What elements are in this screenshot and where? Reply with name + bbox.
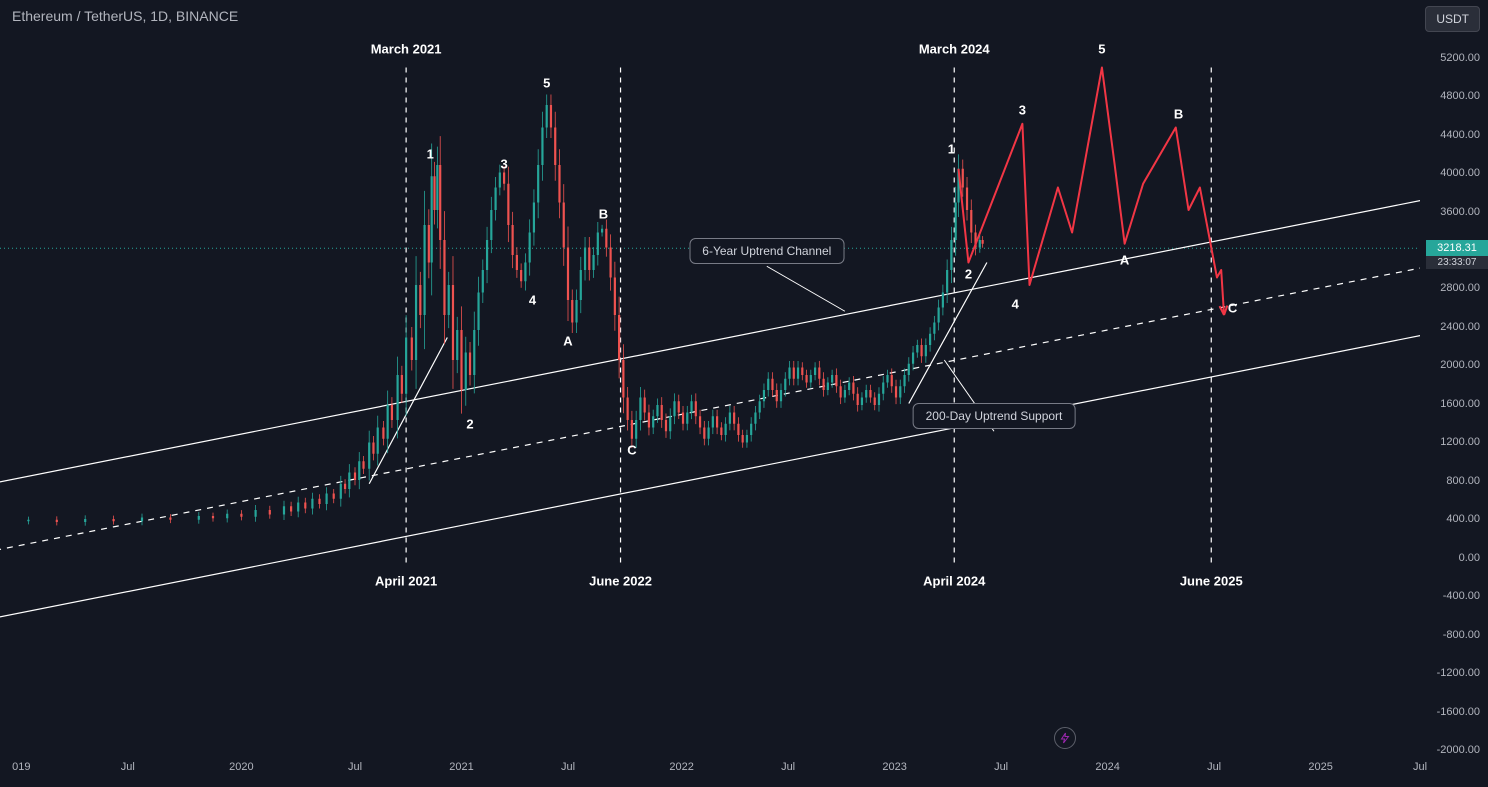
y-tick: -2000.00: [1437, 744, 1480, 756]
x-tick: 2023: [882, 761, 906, 773]
chart-area[interactable]: [0, 0, 1420, 750]
y-tick: 0.00: [1459, 552, 1480, 564]
countdown-badge: 23:33:07: [1426, 256, 1488, 269]
wave-label: A: [1120, 253, 1129, 268]
x-axis: 019 Jul 2020 Jul 2021 Jul 2022 Jul 2023 Jul 2024 Ju…: [0, 750, 1420, 787]
x-tick: Jul: [1207, 761, 1221, 773]
wave-label: 5: [543, 75, 550, 90]
date-marker-label: April 2021: [375, 574, 437, 589]
annotation-box: 200-Day Uptrend Support: [913, 403, 1076, 429]
y-tick: 4400.00: [1440, 129, 1480, 141]
y-tick: -800.00: [1443, 629, 1480, 641]
y-tick: -1200.00: [1437, 667, 1480, 679]
chart-svg: [0, 0, 1420, 750]
y-tick: 1200.00: [1440, 436, 1480, 448]
x-tick: Jul: [561, 761, 575, 773]
wave-label: B: [1174, 107, 1183, 122]
symbol-header: Ethereum / TetherUS, 1D, BINANCE: [12, 8, 238, 24]
x-tick: Jul: [348, 761, 362, 773]
x-tick: 2021: [449, 761, 473, 773]
y-tick: 4000.00: [1440, 167, 1480, 179]
x-tick: 2020: [229, 761, 253, 773]
date-marker-label: June 2025: [1180, 574, 1243, 589]
date-marker-label: June 2022: [589, 574, 652, 589]
wave-label: 2: [965, 266, 972, 281]
x-tick: Jul: [781, 761, 795, 773]
y-tick: 2800.00: [1440, 282, 1480, 294]
wave-label: A: [563, 334, 572, 349]
wave-label: 4: [529, 293, 536, 308]
y-tick: 2400.00: [1440, 321, 1480, 333]
wave-label: C: [1228, 300, 1237, 315]
x-tick: Jul: [994, 761, 1008, 773]
y-tick: 5200.00: [1440, 52, 1480, 64]
wave-label: C: [627, 443, 636, 458]
date-marker-label: March 2024: [919, 41, 990, 56]
x-tick: 2025: [1308, 761, 1332, 773]
x-tick: Jul: [121, 761, 135, 773]
wave-label: 3: [1019, 102, 1026, 117]
x-tick: 2022: [669, 761, 693, 773]
wave-label: 4: [1012, 296, 1019, 311]
x-tick: Jul: [1413, 761, 1427, 773]
y-tick: 400.00: [1446, 513, 1480, 525]
y-tick: -400.00: [1443, 590, 1480, 602]
flash-icon[interactable]: [1054, 727, 1076, 749]
y-axis: 5600.005200.004800.004400.004000.003600.…: [1420, 0, 1488, 750]
y-tick: 4800.00: [1440, 90, 1480, 102]
wave-label: 3: [500, 156, 507, 171]
wave-label: 2: [466, 416, 473, 431]
y-tick: 3600.00: [1440, 206, 1480, 218]
y-tick: 2000.00: [1440, 359, 1480, 371]
wave-label: 1: [948, 141, 955, 156]
date-marker-label: March 2021: [371, 41, 442, 56]
x-tick: 2024: [1095, 761, 1119, 773]
date-marker-label: April 2024: [923, 574, 985, 589]
currency-badge[interactable]: USDT: [1425, 6, 1480, 32]
wave-label: B: [599, 206, 608, 221]
annotation-box: 6-Year Uptrend Channel: [689, 238, 844, 264]
wave-label: 1: [427, 146, 434, 161]
y-tick: 800.00: [1446, 475, 1480, 487]
price-badge: 3218.31: [1426, 240, 1488, 256]
y-tick: -1600.00: [1437, 706, 1480, 718]
y-tick: 1600.00: [1440, 398, 1480, 410]
x-tick: 019: [12, 761, 30, 773]
wave-label: 5: [1098, 41, 1105, 56]
